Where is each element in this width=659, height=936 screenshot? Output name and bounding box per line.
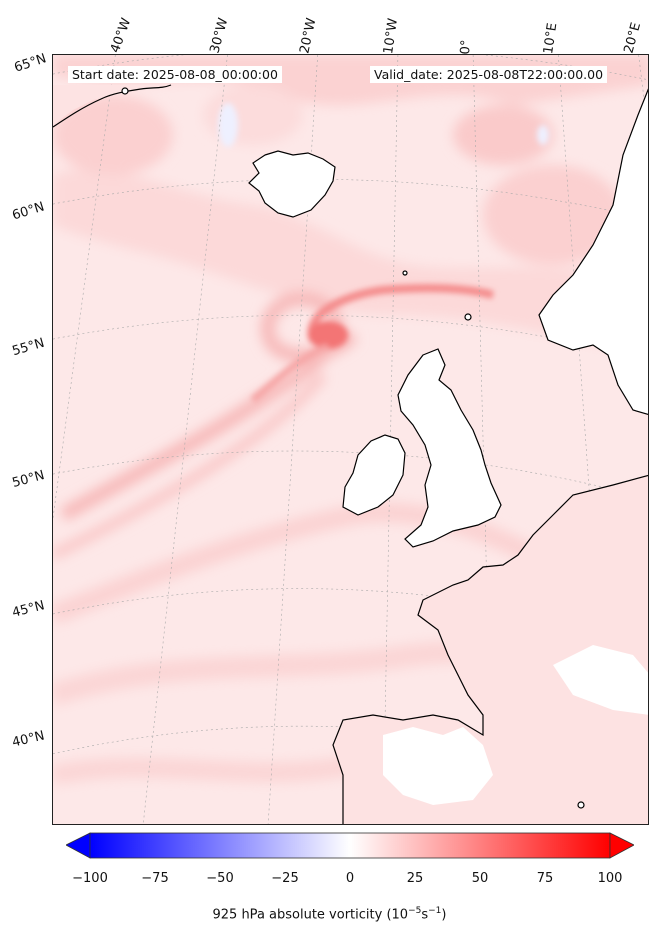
colorbar-label-exponent: −5 [408,906,422,916]
colorbar-label-main: 925 hPa absolute vorticity (10 [212,907,409,923]
colorbar-tick: 50 [471,871,489,886]
lon-label-20w: 20°W [297,16,320,55]
colorbar-label-unit: s [421,907,429,923]
colorbar-min-extend [66,832,91,859]
vorticity-shading [53,55,648,785]
land-iceland [248,150,336,218]
colorbar-tick: −25 [271,871,299,886]
lat-label-50n: 50°N [10,468,47,491]
valid-date-label: Valid_date: 2025-08-08T22:00:00.00 [370,66,608,83]
colorbar-label: 925 hPa absolute vorticity (10−5s−1) [0,906,659,922]
lat-label-55n: 55°N [10,335,47,360]
lon-label-30w: 30°W [207,16,232,55]
lat-label-45n: 45°N [10,598,47,621]
lon-label-20e: 20°E [621,20,645,55]
colorbar-tick: −75 [141,871,169,886]
land-ireland [342,434,406,516]
vorticity-map [53,55,648,824]
colorbar [66,832,634,859]
colorbar-tick: 75 [536,871,554,886]
colorbar-label-exponent: −1 [428,906,442,916]
start-date-label: Start date: 2025-08-08_00:00:00 [68,66,282,83]
land-great-britain [397,348,502,548]
lat-label-65n: 65°N [12,51,49,76]
colorbar-tick: 25 [406,871,424,886]
colorbar-tick: 100 [597,871,623,886]
map-panel [52,54,649,825]
colorbar-gradient [89,832,611,859]
vortex-feature [250,284,495,403]
colorbar-tick: −50 [206,871,234,886]
lon-label-0: 0° [458,39,475,55]
colorbar-label-close: ) [441,907,447,923]
land-scandinavia [538,88,648,416]
lat-label-60n: 60°N [10,199,47,224]
colorbar-tick: −100 [72,871,108,886]
lon-label-10e: 10°E [541,21,561,55]
lon-label-10w: 10°W [381,17,401,55]
lon-label-40w: 40°W [107,16,135,55]
colorbar-tick: 0 [345,871,355,886]
lat-label-40n: 40°N [10,728,47,751]
coastlines [53,84,648,824]
colorbar-max-extend [609,832,634,859]
